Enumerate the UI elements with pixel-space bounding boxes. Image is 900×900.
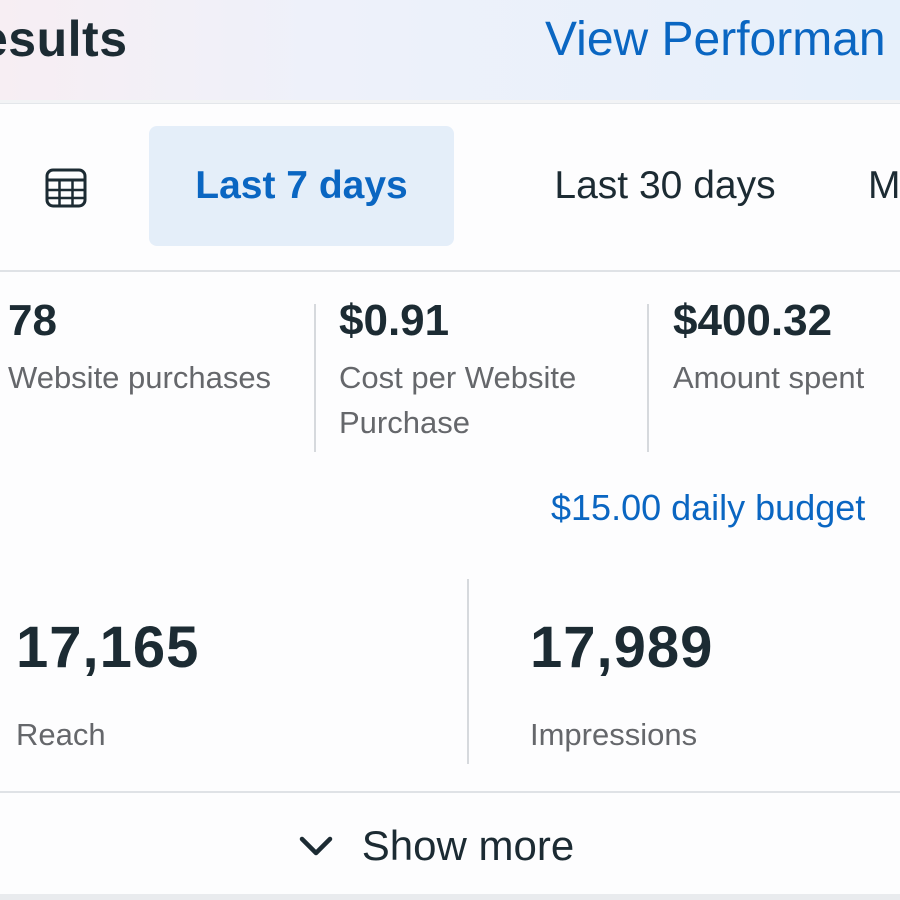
show-more-content: Show more (296, 822, 574, 870)
results-header: esults View Performan (0, 0, 900, 100)
daily-budget-link[interactable]: $15.00 daily budget (551, 487, 866, 528)
chevron-down-icon (299, 836, 333, 856)
metric-reach: 17,165 Reach (16, 619, 199, 753)
metric-label: Website purchases (8, 360, 272, 395)
show-more-button[interactable]: Show more (0, 791, 900, 899)
filter-last-7-days[interactable]: Last 7 days (149, 126, 454, 246)
metric-impressions: 17,989 Impressions (530, 619, 713, 753)
filter-last-30-days[interactable]: Last 30 days (554, 164, 776, 207)
date-range-filters: Last 7 days Last 30 days M (0, 104, 900, 272)
metric-value: $0.91 (339, 296, 450, 345)
metric-website-purchases: 78 Website purchases (8, 299, 308, 400)
metric-cost-per-purchase: $0.91 Cost per Website Purchase (339, 299, 629, 445)
show-more-label: Show more (361, 822, 575, 869)
divider (314, 304, 316, 452)
divider (467, 579, 469, 764)
metric-label: Amount spent (673, 360, 865, 395)
metric-label: Cost per Website Purchase (339, 360, 577, 440)
metric-value: 17,165 (16, 615, 200, 680)
metric-value: 17,989 (530, 615, 714, 680)
calendar-icon[interactable] (44, 166, 88, 210)
bottom-edge (0, 894, 900, 900)
section-title: esults (0, 11, 128, 67)
view-performance-link[interactable]: View Performan (545, 13, 886, 66)
divider (647, 304, 649, 452)
filter-more[interactable]: M (868, 164, 900, 207)
metric-label: Reach (16, 717, 106, 752)
metric-value: 78 (8, 296, 57, 345)
metric-label: Impressions (530, 717, 698, 752)
metric-amount-spent: $400.32 Amount spent (673, 299, 900, 400)
results-card: Last 7 days Last 30 days M 78 Website pu… (0, 103, 900, 899)
metric-value: $400.32 (673, 296, 833, 345)
